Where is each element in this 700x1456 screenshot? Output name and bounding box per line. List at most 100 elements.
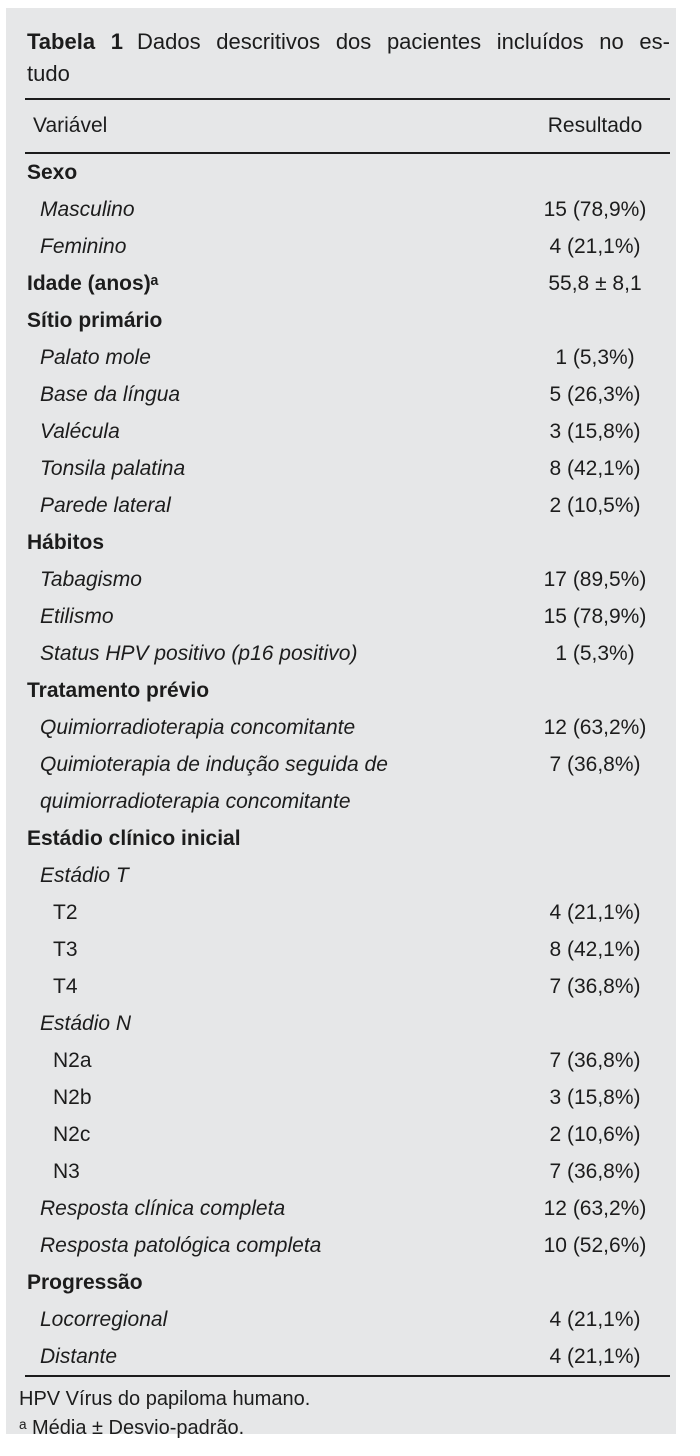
row-label: Sexo xyxy=(27,161,78,184)
row-label: Etilismo xyxy=(40,605,114,628)
row-label: Resposta clínica completa xyxy=(40,1197,286,1220)
row-value: 4 (21,1%) xyxy=(549,901,641,924)
row-label: Quimioterapia de indução seguida de quim… xyxy=(40,753,388,813)
footnote-abbreviation: HPV Vírus do papiloma humano. xyxy=(19,1388,311,1410)
row-value: 2 (10,6%) xyxy=(549,1123,641,1146)
row-value: 12 (63,2%) xyxy=(543,1197,647,1220)
row-label: Feminino xyxy=(40,235,127,258)
table-row: Tabagismo 17 (89,5%) xyxy=(25,561,670,598)
table-row: T3 8 (42,1%) xyxy=(25,931,670,968)
row-label: Status HPV positivo (p16 positivo) xyxy=(40,642,358,665)
row-value: 4 (21,1%) xyxy=(549,1308,641,1331)
table-row: Distante 4 (21,1%) xyxy=(25,1338,670,1375)
row-label: N2b xyxy=(53,1086,92,1109)
table-number-label: Tabela 1 xyxy=(27,29,123,54)
row-value: 2 (10,5%) xyxy=(549,494,641,517)
table-row: Resposta patológica completa 10 (52,6%) xyxy=(25,1227,670,1264)
table-row: Tratamento prévio xyxy=(25,672,670,709)
row-value: 7 (36,8%) xyxy=(549,1049,641,1072)
table-row: Locorregional 4 (21,1%) xyxy=(25,1301,670,1338)
row-value: 7 (36,8%) xyxy=(549,1160,641,1183)
row-value: 1 (5,3%) xyxy=(555,346,635,369)
table-row: Estádio N xyxy=(25,1005,670,1042)
row-label: Sítio primário xyxy=(27,309,163,332)
table-rows: Sexo Masculino 15 (78,9%) Feminino 4 (21… xyxy=(25,154,670,1375)
header-rule xyxy=(25,152,670,154)
row-label: Tabagismo xyxy=(40,568,142,591)
row-value: 1 (5,3%) xyxy=(555,642,635,665)
row-label: N2c xyxy=(53,1123,91,1146)
table-row: Feminino 4 (21,1%) xyxy=(25,228,670,265)
table-row: N2c 2 (10,6%) xyxy=(25,1116,670,1153)
table-caption-line1: Tabela 1 Dados descritivos dos pacientes … xyxy=(27,26,670,58)
row-label: T3 xyxy=(53,938,78,961)
row-value: 3 (15,8%) xyxy=(549,1086,641,1109)
row-label: Parede lateral xyxy=(40,494,171,517)
row-label: Locorregional xyxy=(40,1308,168,1331)
bottom-rule xyxy=(25,1375,670,1377)
row-label: Distante xyxy=(40,1345,118,1368)
table-caption-text: Dados descritivos dos pacientes incluído… xyxy=(136,29,670,54)
row-label: Valécula xyxy=(40,420,120,443)
row-value: 10 (52,6%) xyxy=(543,1234,647,1257)
table-caption-line2: tudo xyxy=(27,61,70,86)
table-row: Sexo xyxy=(25,154,670,191)
table-row: Etilismo 15 (78,9%) xyxy=(25,598,670,635)
row-value: 7 (36,8%) xyxy=(549,975,641,998)
row-value: 7 (36,8%) xyxy=(549,753,641,776)
row-label: Estádio T xyxy=(40,864,129,887)
row-value: 5 (26,3%) xyxy=(549,383,641,406)
row-value: 15 (78,9%) xyxy=(543,198,647,221)
table-row: Parede lateral 2 (10,5%) xyxy=(25,487,670,524)
table-row: Masculino 15 (78,9%) xyxy=(25,191,670,228)
table-row: Base da língua 5 (26,3%) xyxy=(25,376,670,413)
row-label: T4 xyxy=(53,975,78,998)
table-row: Valécula 3 (15,8%) xyxy=(25,413,670,450)
table-row: Progressão xyxy=(25,1264,670,1301)
table-panel: Tabela 1 Dados descritivos dos pacientes … xyxy=(6,8,676,1439)
table-row: Hábitos xyxy=(25,524,670,561)
table-row: N2a 7 (36,8%) xyxy=(25,1042,670,1079)
row-label: Estádio N xyxy=(40,1012,132,1035)
column-header-result: Resultado xyxy=(547,114,643,137)
table-row: Palato mole 1 (5,3%) xyxy=(25,339,670,376)
row-label: Progressão xyxy=(27,1271,143,1294)
row-label: Quimiorradioterapia concomitante xyxy=(40,716,356,739)
row-label: T2 xyxy=(53,901,78,924)
table-row: Resposta clínica completa 12 (63,2%) xyxy=(25,1190,670,1227)
column-header-variable: Variável xyxy=(33,114,108,137)
row-label: Tratamento prévio xyxy=(27,679,210,702)
table-row: Idade (anos)ᵃ 55,8 ± 8,1 xyxy=(25,265,670,302)
table-row: T4 7 (36,8%) xyxy=(25,968,670,1005)
row-value: 4 (21,1%) xyxy=(549,235,641,258)
row-value: 55,8 ± 8,1 xyxy=(548,272,642,295)
column-header-row: Variável Resultado xyxy=(25,100,670,152)
table-row: T2 4 (21,1%) xyxy=(25,894,670,931)
table-row: Estádio T xyxy=(25,857,670,894)
table-row: Sítio primário xyxy=(25,302,670,339)
footnote-a: ᵃ Média ± Desvio-padrão. xyxy=(19,1417,245,1439)
row-label: N2a xyxy=(53,1049,92,1072)
table-caption: Tabela 1 Dados descritivos dos pacientes … xyxy=(25,26,670,90)
row-value: 4 (21,1%) xyxy=(549,1345,641,1368)
row-value: 15 (78,9%) xyxy=(543,605,647,628)
table-row: Estádio clínico inicial xyxy=(25,820,670,857)
row-label: Idade (anos)ᵃ xyxy=(27,272,159,295)
table-row: Quimioterapia de indução seguida de quim… xyxy=(25,746,670,820)
row-value: 17 (89,5%) xyxy=(543,568,647,591)
top-rule xyxy=(25,98,670,100)
table-row: Quimiorradioterapia concomitante 12 (63,… xyxy=(25,709,670,746)
table-row: Status HPV positivo (p16 positivo) 1 (5,… xyxy=(25,635,670,672)
table-row: Tonsila palatina 8 (42,1%) xyxy=(25,450,670,487)
table-footnotes: HPV Vírus do papiloma humano. ᵃ Média ± … xyxy=(19,1385,670,1443)
row-label: Masculino xyxy=(40,198,135,221)
row-label: Resposta patológica completa xyxy=(40,1234,322,1257)
row-label: Base da língua xyxy=(40,383,181,406)
table-row: N2b 3 (15,8%) xyxy=(25,1079,670,1116)
row-label: Palato mole xyxy=(40,346,151,369)
row-label: Estádio clínico inicial xyxy=(27,827,241,850)
row-label: Hábitos xyxy=(27,531,105,554)
row-value: 8 (42,1%) xyxy=(549,457,641,480)
row-label: N3 xyxy=(53,1160,80,1183)
row-label: Tonsila palatina xyxy=(40,457,186,480)
